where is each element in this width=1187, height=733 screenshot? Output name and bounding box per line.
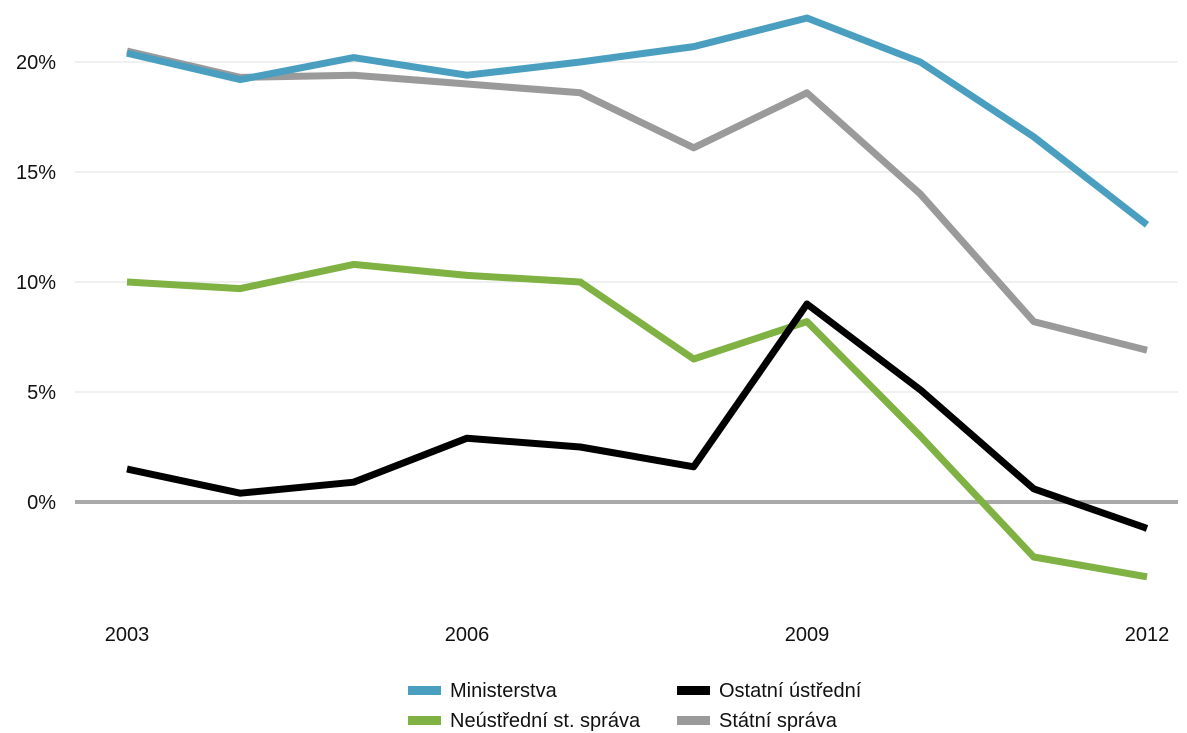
x-tick-label: 2006	[445, 624, 490, 646]
legend-swatch	[408, 686, 441, 695]
x-tick-label: 2012	[1125, 624, 1170, 646]
legend-swatch	[677, 686, 710, 695]
series-lines	[126, 14, 1150, 581]
series-line-3	[126, 47, 1148, 354]
series-line-1	[126, 300, 1149, 532]
x-axis-ticks: 2003 2006 2009 2012	[105, 624, 1170, 646]
legend-label: Ministerstva	[450, 680, 558, 702]
y-tick-label: 10%	[16, 272, 56, 294]
legend-label: Neústřední st. správa	[450, 710, 641, 732]
gridlines	[75, 61, 1178, 504]
y-tick-label: 5%	[27, 382, 56, 404]
legend-swatch	[677, 716, 710, 725]
legend: Ministerstva Ostatní ústřední Neústřední s…	[408, 680, 862, 732]
x-tick-label: 2003	[105, 624, 150, 646]
y-tick-label: 20%	[16, 52, 56, 74]
legend-label: Státní správa	[719, 710, 838, 732]
legend-swatch	[408, 716, 441, 725]
y-tick-label: 15%	[16, 162, 56, 184]
legend-label: Ostatní ústřední	[719, 680, 862, 702]
series-line-0	[126, 14, 1150, 228]
y-tick-label: 0%	[27, 492, 56, 514]
x-tick-label: 2009	[785, 624, 830, 646]
y-axis-ticks: 20% 15% 10% 5% 0%	[16, 52, 56, 514]
series-line-2	[126, 260, 1148, 581]
